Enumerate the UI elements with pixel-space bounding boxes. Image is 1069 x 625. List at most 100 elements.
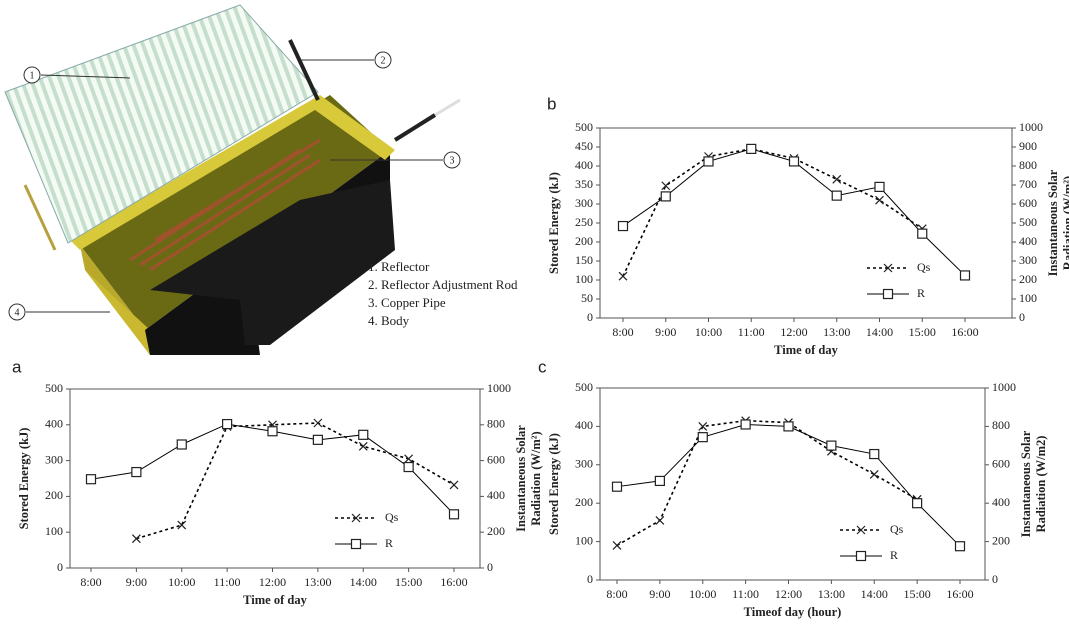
y-tick-label: 200 [575,234,593,248]
y-tick-label: 100 [45,524,63,538]
marker-x [618,271,628,281]
marker-square [959,270,971,281]
y-tick-label: 400 [45,417,63,431]
x-tick-label: 15:00 [903,587,930,601]
series-line [136,422,455,540]
y-tick-label: 100 [575,272,593,286]
x-tick-label: 16:00 [440,575,467,589]
x-tick-label: 14:00 [861,587,888,601]
series-line [90,423,455,515]
y2-axis-title: Radiation (W/m2) [1034,436,1048,533]
y2-axis-title: Instantaneous Solar [1046,169,1060,276]
y2-tick-label: 600 [487,452,505,466]
y2-tick-label: 0 [992,572,998,586]
x-tick-label: 8:00 [80,575,101,589]
legend-item: 1. Reflector [368,259,430,274]
marker-square [746,143,757,154]
marker-x [869,469,879,479]
marker-x [698,421,708,431]
y2-tick-label: 900 [1019,139,1037,153]
marker-x [351,513,361,523]
y2-tick-label: 600 [1019,196,1037,210]
series-line [616,419,918,547]
legend-item: 4. Body [368,313,410,328]
marker-x [358,441,368,451]
x-tick-label: 14:00 [866,325,893,339]
callout-line [40,74,131,79]
x-tick-label: 12:00 [259,575,286,589]
y-tick-label: 0 [587,572,593,586]
y-tick-label: 200 [45,488,63,502]
marker-square [697,432,708,443]
marker-square [448,509,460,520]
x-tick-label: 12:00 [775,587,802,601]
marker-x [856,525,866,535]
y-tick-label: 250 [575,215,593,229]
marker-x [449,480,459,490]
legend-item: 2. Reflector Adjustment Rod [368,277,518,292]
y-tick-label: 300 [575,457,593,471]
marker-square [917,228,928,239]
y2-tick-label: 300 [1019,253,1037,267]
y2-axis-title: Radiation (W/m²) [529,431,543,525]
y2-tick-label: 800 [1019,158,1037,172]
x-axis-title: Timeof day (hour) [744,605,842,619]
y-axis-title: Stored Energy (kJ) [547,433,561,535]
y-tick-label: 450 [575,139,593,153]
y-tick-label: 0 [587,310,593,324]
x-tick-label: 15:00 [395,575,422,589]
series-line [622,148,923,277]
y-tick-label: 150 [575,253,593,267]
legend-label: Qs [385,510,399,524]
marker-square [826,440,837,451]
marker-square [222,418,233,430]
y-tick-label: 0 [57,560,63,574]
callout-circle [23,66,41,84]
series-line [616,423,961,547]
y2-tick-label: 600 [992,457,1010,471]
x-tick-label: 9:00 [126,575,147,589]
plot-frame [599,387,986,581]
y-tick-label: 200 [575,495,593,509]
x-tick-label: 10:00 [689,587,716,601]
x-tick-label: 9:00 [649,587,670,601]
y-tick-label: 300 [45,452,63,466]
x-axis-title: Time of day [243,593,307,607]
plot-frame [599,127,1013,319]
y2-tick-label: 400 [1019,234,1037,248]
callout-number: 4 [15,307,20,318]
y-tick-label: 500 [575,380,593,394]
x-tick-label: 11:00 [738,325,765,339]
marker-x [177,520,187,530]
marker-x [875,195,884,205]
y2-tick-label: 100 [1019,291,1037,305]
y-tick-label: 500 [45,381,63,395]
callout-number: 3 [450,155,455,166]
y-tick-label: 500 [575,120,593,134]
legend-label: R [385,536,393,550]
y2-tick-label: 200 [992,533,1010,547]
y2-tick-label: 400 [992,495,1010,509]
marker-square [703,156,714,167]
callout-circle [374,51,392,69]
callout-circle [8,303,26,321]
marker-square [882,288,894,300]
marker-square [788,156,800,167]
y2-tick-label: 0 [487,560,493,574]
plot-frame [69,388,481,569]
y-tick-label: 400 [575,158,593,172]
marker-square [617,220,629,232]
y2-tick-label: 800 [487,417,505,431]
legend-label: Qs [890,522,904,536]
x-tick-label: 16:00 [946,587,973,601]
marker-x [612,541,622,550]
y-tick-label: 350 [575,177,593,191]
panel-label: a [12,357,22,376]
y2-tick-label: 500 [1019,215,1037,229]
legend-label: Qs [917,260,931,274]
marker-square [869,448,880,460]
y2-tick-label: 0 [1019,310,1025,324]
marker-square [783,421,794,432]
marker-square [740,419,751,430]
